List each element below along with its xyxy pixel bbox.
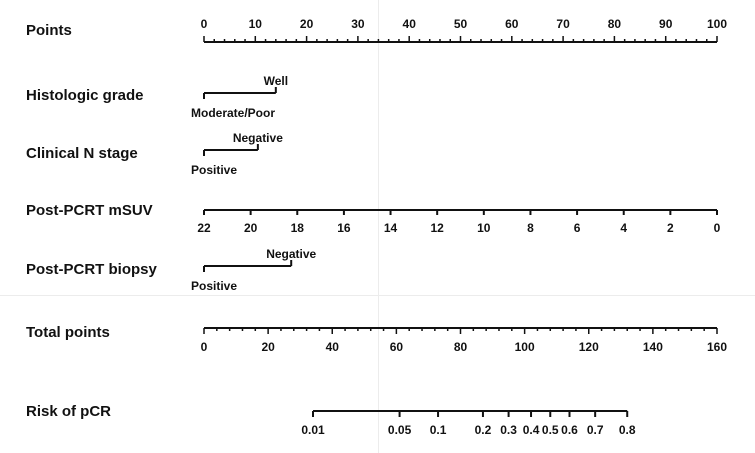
msuv-tick-label: 20 xyxy=(244,221,258,235)
msuv-tick-label: 0 xyxy=(714,221,721,235)
risk-tick-label: 0.5 xyxy=(542,423,559,437)
points-tick-label: 70 xyxy=(556,17,570,31)
points-tick-label: 0 xyxy=(201,17,208,31)
total-points-tick-label: 100 xyxy=(515,340,535,354)
msuv-tick-label: 12 xyxy=(431,221,445,235)
total-points-tick-label: 0 xyxy=(201,340,208,354)
total-points-tick-label: 160 xyxy=(707,340,727,354)
histologic-grade-level-high: Well xyxy=(264,74,288,88)
horizontal-guide-line xyxy=(0,295,755,296)
points-tick-label: 10 xyxy=(249,17,263,31)
post-pcrt-biopsy-level-low: Positive xyxy=(191,279,237,293)
points-tick-label: 90 xyxy=(659,17,673,31)
risk-tick-label: 0.8 xyxy=(619,423,636,437)
total-points-tick-label: 60 xyxy=(390,340,404,354)
total-points-tick-label: 40 xyxy=(326,340,340,354)
risk-of-pcr-label: Risk of pCR xyxy=(26,403,112,420)
risk-tick-label: 0.01 xyxy=(301,423,325,437)
post-pcrt-biopsy-level-high: Negative xyxy=(266,247,316,261)
points-tick-label: 80 xyxy=(608,17,622,31)
post-pcrt-biopsy-label: Post-PCRT biopsy xyxy=(26,261,157,278)
post-pcrt-msuv-label: Post-PCRT mSUV xyxy=(26,202,153,219)
points-tick-label: 60 xyxy=(505,17,519,31)
msuv-tick-label: 18 xyxy=(291,221,305,235)
msuv-tick-label: 6 xyxy=(574,221,581,235)
risk-tick-label: 0.6 xyxy=(561,423,578,437)
points-tick-label: 20 xyxy=(300,17,314,31)
points-tick-label: 100 xyxy=(707,17,727,31)
risk-tick-label: 0.7 xyxy=(587,423,604,437)
msuv-tick-label: 4 xyxy=(620,221,627,235)
total-points-tick-label: 80 xyxy=(454,340,468,354)
risk-tick-label: 0.05 xyxy=(388,423,412,437)
histologic-grade-label: Histologic grade xyxy=(26,87,144,104)
risk-tick-label: 0.4 xyxy=(523,423,540,437)
total-points-label: Total points xyxy=(26,324,110,341)
msuv-tick-label: 16 xyxy=(337,221,351,235)
total-points-tick-label: 20 xyxy=(261,340,275,354)
clinical-n-stage-level-low: Positive xyxy=(191,163,237,177)
msuv-tick-label: 10 xyxy=(477,221,491,235)
risk-tick-label: 0.3 xyxy=(500,423,517,437)
clinical-n-stage-level-high: Negative xyxy=(233,131,283,145)
msuv-tick-label: 8 xyxy=(527,221,534,235)
msuv-tick-label: 14 xyxy=(384,221,398,235)
clinical-n-stage-label: Clinical N stage xyxy=(26,145,138,162)
msuv-tick-label: 22 xyxy=(197,221,211,235)
total-points-tick-label: 120 xyxy=(579,340,599,354)
points-tick-label: 40 xyxy=(403,17,417,31)
points-tick-label: 50 xyxy=(454,17,468,31)
vertical-guide-line xyxy=(378,0,379,453)
total-points-tick-label: 140 xyxy=(643,340,663,354)
msuv-tick-label: 2 xyxy=(667,221,674,235)
risk-tick-label: 0.2 xyxy=(475,423,492,437)
points-label: Points xyxy=(26,22,72,39)
histologic-grade-level-low: Moderate/Poor xyxy=(191,106,275,120)
points-tick-label: 30 xyxy=(351,17,365,31)
risk-tick-label: 0.1 xyxy=(430,423,447,437)
